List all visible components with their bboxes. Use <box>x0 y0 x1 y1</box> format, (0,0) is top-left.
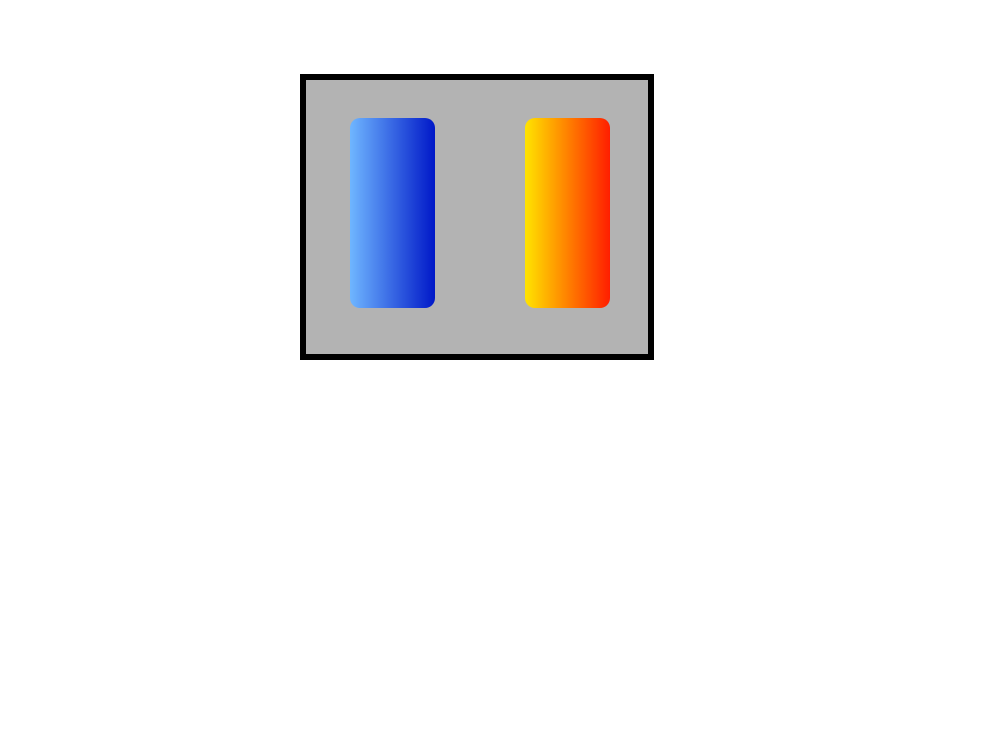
evaporator <box>350 118 435 308</box>
condenser <box>525 118 610 308</box>
